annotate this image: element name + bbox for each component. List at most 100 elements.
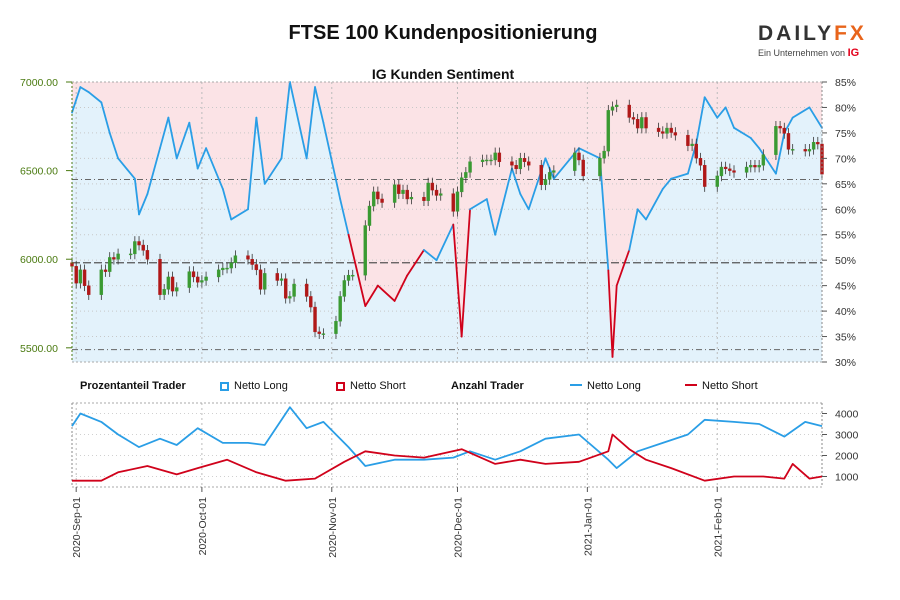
candle-body bbox=[191, 271, 196, 278]
sentiment-line-segment bbox=[511, 167, 522, 195]
candle-body bbox=[116, 253, 120, 260]
candle-body bbox=[133, 241, 137, 255]
sentiment-line-segment bbox=[205, 147, 224, 190]
x-tick-label: 2020-Sep-01 bbox=[71, 497, 83, 558]
candle-body bbox=[719, 166, 724, 177]
candle-body bbox=[292, 283, 296, 297]
candle-body bbox=[514, 165, 518, 170]
sentiment-line-segment bbox=[117, 157, 136, 180]
sentiment-line-segment bbox=[670, 172, 689, 180]
y-left-tick-label: 6500.00 bbox=[20, 166, 58, 178]
candle-body bbox=[371, 191, 376, 207]
candle-body bbox=[141, 244, 145, 251]
candle-body bbox=[635, 119, 640, 129]
sentiment-line-segment bbox=[100, 101, 111, 134]
candle-body bbox=[694, 143, 699, 159]
sentiment-line-segment bbox=[703, 96, 719, 119]
y-right-tick-label: 80% bbox=[835, 102, 856, 114]
legend-short-count-swatch bbox=[685, 384, 697, 386]
candle-body bbox=[581, 159, 585, 177]
candle-body bbox=[434, 189, 439, 196]
candle-body bbox=[254, 264, 259, 271]
sentiment-line-segment bbox=[406, 249, 425, 277]
candle-body bbox=[627, 104, 631, 118]
candle-body bbox=[430, 182, 435, 191]
candle-body bbox=[108, 257, 112, 272]
candle-body bbox=[522, 158, 527, 162]
candle-body bbox=[640, 117, 644, 129]
sentiment-line-segment bbox=[695, 96, 706, 144]
candle-body bbox=[451, 193, 455, 212]
candle-body bbox=[351, 274, 355, 277]
candle-body bbox=[774, 126, 778, 155]
candle-body bbox=[401, 189, 405, 194]
sentiment-line-segment bbox=[733, 126, 752, 139]
sentiment-line-segment bbox=[79, 86, 90, 94]
candle-body bbox=[283, 278, 288, 299]
sentiment-line-segment bbox=[393, 274, 409, 302]
candle-body bbox=[644, 117, 648, 129]
candle-body bbox=[137, 241, 141, 246]
candle-body bbox=[598, 158, 602, 177]
chart-legend: Prozentanteil Trader Netto Long Netto Sh… bbox=[78, 380, 838, 396]
candle-body bbox=[87, 285, 91, 295]
candle-body bbox=[313, 306, 317, 333]
legend-short-count-label: Netto Short bbox=[702, 380, 758, 392]
y-right-tick-label: 35% bbox=[835, 332, 856, 344]
sentiment-line-segment bbox=[611, 284, 618, 358]
candle-body bbox=[74, 266, 78, 284]
sentiment-line-segment bbox=[791, 106, 811, 119]
y-right-tick-label: 55% bbox=[835, 230, 856, 242]
candle-body bbox=[610, 106, 615, 111]
lower-y-tick-label: 3000 bbox=[835, 430, 859, 442]
y-left-tick-label: 6000.00 bbox=[20, 254, 58, 266]
candle-body bbox=[665, 127, 669, 134]
sentiment-line-segment bbox=[423, 249, 438, 262]
candle-body bbox=[409, 196, 414, 200]
legend-group-pct: Prozentanteil Trader bbox=[80, 380, 186, 392]
candle-body bbox=[786, 133, 791, 150]
sentiment-line-segment bbox=[322, 121, 342, 200]
sentiment-line-segment bbox=[376, 284, 396, 302]
candle-body bbox=[539, 165, 543, 185]
y-right-tick-label: 30% bbox=[835, 357, 856, 369]
legend-short-pct-swatch bbox=[336, 382, 345, 391]
candle-body bbox=[397, 184, 401, 194]
sentiment-line-segment bbox=[138, 193, 149, 216]
sentiment-line-segment bbox=[758, 147, 777, 175]
chart-title: FTSE 100 Kundenpositionierung bbox=[288, 22, 598, 44]
sentiment-line-segment bbox=[607, 269, 614, 358]
chart-subtitle: IG Kunden Sentiment bbox=[371, 66, 515, 82]
x-tick-label: 2021-Jan-01 bbox=[582, 497, 594, 556]
candle-body bbox=[170, 276, 175, 292]
legend-long-pct-swatch bbox=[220, 382, 229, 391]
candle-body bbox=[577, 152, 581, 161]
candle-body bbox=[552, 170, 556, 173]
sentiment-line-segment bbox=[146, 147, 161, 195]
candle-body bbox=[317, 331, 321, 334]
candle-body bbox=[757, 165, 761, 168]
sentiment-line-segment bbox=[578, 147, 601, 160]
candle-body bbox=[480, 159, 485, 162]
legend-long-count-swatch bbox=[570, 384, 582, 386]
sentiment-line-segment bbox=[288, 81, 308, 160]
sentiment-line-segment bbox=[364, 284, 379, 307]
candle-body bbox=[790, 149, 795, 151]
candle-body bbox=[573, 152, 577, 171]
y-right-tick-label: 70% bbox=[835, 153, 856, 165]
candle-body bbox=[229, 262, 233, 269]
candle-body bbox=[321, 333, 326, 335]
candle-body bbox=[816, 142, 820, 145]
candle-body bbox=[493, 152, 497, 161]
candle-body bbox=[376, 191, 380, 200]
candle-body bbox=[468, 161, 472, 173]
sentiment-line-segment bbox=[519, 193, 530, 211]
sentiment-line-segment bbox=[636, 208, 647, 221]
sentiment-line-segment bbox=[645, 188, 664, 221]
candle-body bbox=[459, 177, 464, 193]
candle-body bbox=[258, 269, 263, 290]
sentiment-line-segment bbox=[339, 198, 350, 236]
candle-body bbox=[405, 189, 409, 200]
sentiment-line-segment bbox=[305, 86, 316, 160]
candle-body bbox=[744, 166, 749, 173]
